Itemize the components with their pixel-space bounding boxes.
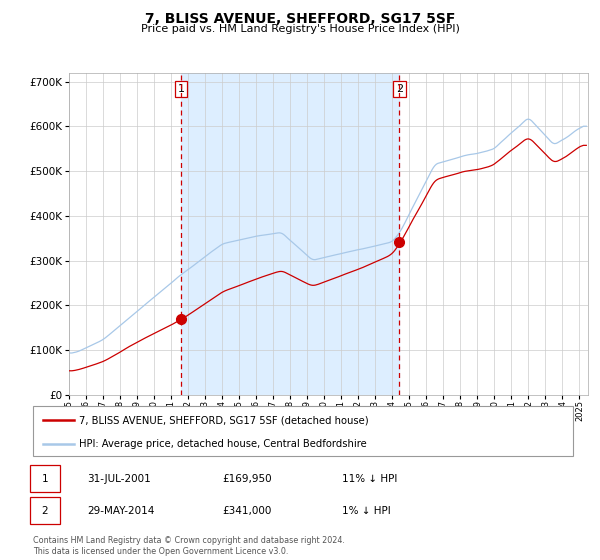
- Text: 2: 2: [41, 506, 49, 516]
- Text: HPI: Average price, detached house, Central Bedfordshire: HPI: Average price, detached house, Cent…: [79, 439, 367, 449]
- Bar: [181, 73, 399, 395]
- Text: 1: 1: [41, 474, 49, 484]
- Text: £341,000: £341,000: [222, 506, 271, 516]
- Text: 11% ↓ HPI: 11% ↓ HPI: [342, 474, 397, 484]
- FancyBboxPatch shape: [33, 406, 573, 456]
- Text: 1: 1: [178, 84, 184, 94]
- Text: £169,950: £169,950: [222, 474, 272, 484]
- Text: Price paid vs. HM Land Registry's House Price Index (HPI): Price paid vs. HM Land Registry's House …: [140, 24, 460, 34]
- Text: 1% ↓ HPI: 1% ↓ HPI: [342, 506, 391, 516]
- Text: 31-JUL-2001: 31-JUL-2001: [87, 474, 151, 484]
- Text: Contains HM Land Registry data © Crown copyright and database right 2024.
This d: Contains HM Land Registry data © Crown c…: [33, 536, 345, 556]
- Text: 29-MAY-2014: 29-MAY-2014: [87, 506, 154, 516]
- Text: 7, BLISS AVENUE, SHEFFORD, SG17 5SF: 7, BLISS AVENUE, SHEFFORD, SG17 5SF: [145, 12, 455, 26]
- Text: 2: 2: [396, 84, 403, 94]
- Text: 7, BLISS AVENUE, SHEFFORD, SG17 5SF (detached house): 7, BLISS AVENUE, SHEFFORD, SG17 5SF (det…: [79, 415, 368, 425]
